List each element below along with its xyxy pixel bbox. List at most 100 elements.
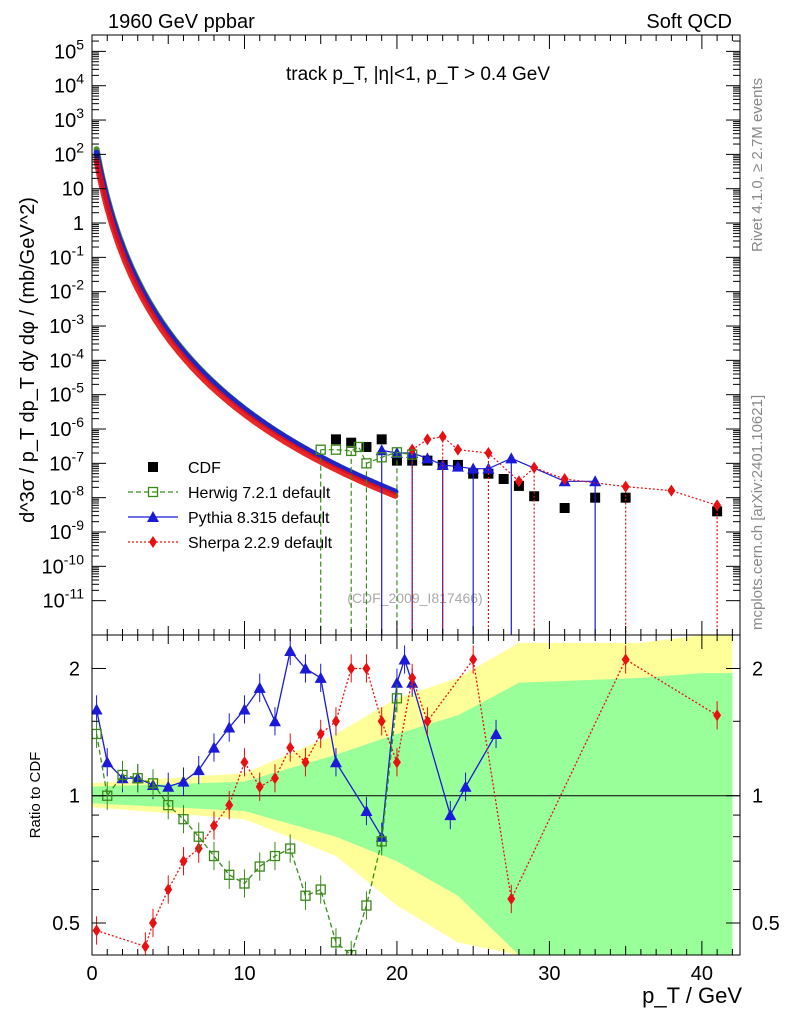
herwig-ratio-point — [147, 778, 159, 789]
herwig-point — [407, 449, 418, 460]
sherpa-ratio-point — [286, 741, 295, 754]
sherpa-line — [411, 435, 718, 506]
x-tick-label: 10 — [233, 963, 255, 985]
y-tick-label: 103 — [54, 105, 84, 132]
cdf-point — [330, 434, 341, 445]
herwig-legend-label: Herwig 7.2.1 default — [188, 485, 331, 502]
ratio-frame — [91, 634, 741, 956]
sherpa-ratio-point — [507, 892, 516, 905]
herwig-point — [376, 452, 387, 463]
sherpa-ratio-point — [392, 756, 401, 769]
sherpa-ratio-point — [92, 924, 101, 937]
x-axis-title: p_T / GeV — [642, 983, 742, 1008]
pythia-ratio-point — [314, 671, 327, 683]
ratio-tick-label-right: 2 — [752, 658, 763, 680]
cdf-point — [620, 492, 631, 503]
y-tick-label: 10-11 — [43, 586, 85, 613]
herwig-ratio-point — [269, 850, 281, 862]
herwig-legend-marker — [147, 486, 159, 498]
sherpa-point — [667, 484, 676, 497]
sherpa-ratio-point — [141, 940, 150, 953]
sherpa-legend-marker — [149, 536, 157, 548]
sherpa-curve — [93, 157, 399, 499]
ratio-tick-label: 2 — [69, 658, 80, 680]
x-tick-label: 30 — [538, 963, 560, 985]
herwig-ratio-point — [315, 884, 326, 895]
herwig-line — [320, 446, 413, 465]
y-tick-label: 10-10 — [42, 551, 85, 578]
ratio-tick-label-right: 0.5 — [752, 913, 780, 935]
header-energy: 1960 GeV ppbar — [108, 11, 255, 33]
herwig-ratio-point — [117, 769, 128, 781]
analysis-watermark: (CDF_2009_I817466) — [347, 590, 482, 606]
herwig-ratio-point — [224, 869, 235, 880]
sherpa-ratio-point — [377, 715, 386, 728]
mcplots-label: mcplots.cern.ch [arXiv:2401.10621] — [749, 395, 766, 630]
sherpa-point — [514, 475, 523, 488]
sherpa-point — [423, 433, 432, 446]
pythia-ratio-point — [299, 662, 312, 674]
pythia-point — [482, 462, 495, 474]
pythia-ratio-point — [444, 809, 457, 821]
sherpa-ratio-point — [255, 780, 264, 793]
sherpa-point — [453, 443, 462, 456]
y-tick-label: 10-7 — [49, 448, 84, 475]
sherpa-point — [530, 461, 539, 474]
y-tick-label: 10-5 — [49, 380, 84, 407]
herwig-ratio-point — [391, 693, 403, 704]
y-tick-label: 10-6 — [49, 414, 84, 441]
pythia-legend-label: Pythia 8.315 default — [188, 510, 330, 527]
sherpa-ratio-point — [423, 715, 432, 728]
pythia-ratio-point — [360, 805, 373, 817]
pythia-ratio-point — [238, 703, 251, 715]
pythia-ratio-point — [284, 644, 297, 656]
plot-title: track p_T, |η|<1, p_T > 0.4 GeV — [286, 64, 550, 85]
sherpa-ratio-point — [270, 772, 279, 785]
herwig-ratio-point — [178, 814, 189, 825]
sherpa-point — [560, 472, 569, 485]
herwig-ratio-point — [300, 890, 311, 901]
ratio-tick-label-right: 1 — [752, 786, 763, 808]
pythia-ratio-point — [459, 780, 472, 792]
sherpa-ratio-point — [225, 799, 234, 812]
herwig-point — [330, 444, 342, 455]
x-tick-label: 0 — [86, 963, 97, 985]
y-tick-label: 10-8 — [49, 483, 84, 510]
y-tick-label: 105 — [54, 36, 84, 63]
pythia-ratio-point — [207, 741, 220, 753]
pythia-point — [421, 452, 434, 464]
herwig-point — [391, 447, 403, 458]
legend: CDF Herwig 7.2.1 default Pythia 8.315 defa… — [128, 460, 333, 552]
sherpa-point — [713, 499, 722, 512]
sherpa-point — [484, 447, 493, 460]
herwig-point — [315, 444, 326, 455]
sherpa-ratio-point — [408, 671, 417, 684]
sherpa-ratio-point — [713, 709, 722, 722]
header-process: Soft QCD — [646, 11, 732, 33]
pythia-ratio-point — [398, 653, 411, 665]
pythia-ratio-point — [223, 721, 236, 733]
y-tick-label: 10-3 — [49, 311, 84, 338]
pythia-ratio-point — [253, 681, 266, 693]
sherpa-ratio-point — [164, 883, 173, 896]
y-tick-label: 102 — [54, 139, 84, 166]
y-tick-label: 10-4 — [49, 345, 84, 372]
cdf-point — [346, 437, 357, 448]
sherpa-ratio-point — [301, 756, 310, 769]
cdf-point — [559, 503, 570, 514]
pythia-ratio-point — [490, 727, 503, 739]
cdf-legend-label: CDF — [188, 460, 221, 477]
pythia-legend-marker — [147, 511, 159, 522]
pythia-ratio-point — [329, 756, 342, 768]
y-tick-label: 10-9 — [49, 517, 84, 544]
herwig-point — [353, 441, 364, 453]
y-tick-label: 10-2 — [49, 277, 84, 304]
herwig-ratio-point — [193, 831, 204, 842]
sherpa-point — [621, 480, 630, 493]
pythia-point — [505, 452, 518, 464]
y-tick-label: 10 — [62, 179, 84, 201]
pythia-ratio-point — [162, 780, 175, 792]
herwig-ratio-point — [361, 900, 372, 911]
x-tick-label: 20 — [386, 963, 408, 985]
